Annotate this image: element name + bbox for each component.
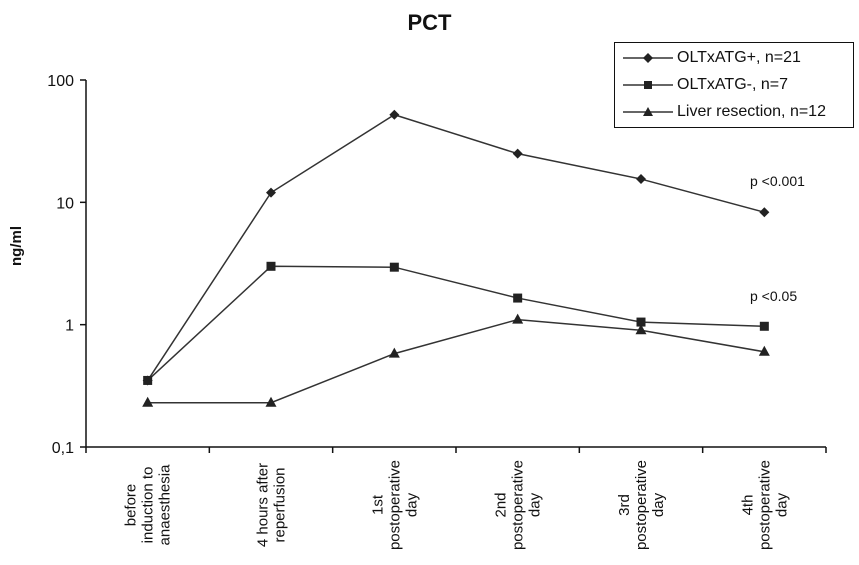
series-3-point (388, 347, 400, 358)
series-3-point (265, 396, 277, 407)
x-tick-label-line: 2nd (493, 492, 510, 517)
series-3-point (758, 345, 770, 356)
series-line-1 (147, 113, 765, 381)
x-tick-label-line: 1st (369, 494, 386, 515)
series-2-point (266, 261, 276, 271)
series-1-point (389, 109, 400, 120)
legend-label-series-1: OLTxATG+, n=21 (677, 49, 801, 66)
series-2-point (759, 321, 769, 331)
x-tick-label: 3rdpostoperativeday (616, 460, 667, 550)
x-tick-label: 1stpostoperativeday (369, 460, 420, 550)
legend-item-series-3: Liver resection, n=12 (623, 99, 826, 125)
y-axis-label: ng/ml (8, 226, 25, 266)
chart-title: PCT (407, 10, 452, 35)
x-tick-label-line: anaesthesia (157, 464, 174, 546)
x-tick-label-line: 4th (739, 495, 756, 516)
x-tick-label-line: postoperative (386, 460, 403, 550)
x-tick-label: 4 hours afterreperfusion (255, 463, 289, 547)
x-tick-label: 4thpostoperativeday (739, 460, 790, 550)
series-3-point (635, 324, 647, 335)
series-line-2 (147, 265, 765, 381)
p-value-annotation-1: p <0.001 (750, 173, 805, 189)
p-value-annotation-2: p <0.05 (750, 288, 798, 304)
triangle-marker-icon (623, 107, 673, 116)
series-2-point (636, 317, 646, 327)
legend-item-series-2: OLTxATG-, n=7 (623, 72, 788, 98)
legend-label-series-3: Liver resection, n=12 (677, 103, 826, 120)
x-tick-label-line: day (403, 492, 420, 517)
series-2-point (389, 262, 399, 272)
x-tick-label-line: induction to (140, 467, 157, 544)
legend: OLTxATG+, n=21 OLTxATG-, n=7 Liver resec… (614, 42, 854, 128)
x-tick-label-line: day (527, 492, 544, 517)
x-tick-label-line: reperfusion (272, 467, 289, 542)
series-1-point (266, 187, 276, 198)
legend-item-series-1: OLTxATG+, n=21 (623, 45, 801, 71)
y-tick-label: 1 (65, 318, 74, 335)
series-3-point (512, 313, 524, 324)
y-tick-label: 0,1 (52, 440, 74, 457)
series-2-point (143, 375, 153, 385)
series-1-point (636, 174, 646, 185)
diamond-marker-icon (623, 53, 673, 63)
square-marker-icon (623, 81, 673, 89)
x-tick-label-line: postoperative (756, 460, 773, 550)
series-2-point (513, 293, 523, 303)
series-3-point (142, 396, 154, 407)
y-tick-label: 10 (56, 195, 74, 212)
x-tick-label-line: day (773, 492, 790, 517)
x-tick-label-line: postoperative (633, 460, 650, 550)
x-tick-label-line: postoperative (510, 460, 527, 550)
series-line-3 (147, 318, 765, 404)
series-1-point (759, 207, 770, 218)
x-tick-label-line: before (123, 484, 140, 527)
y-tick-label: 100 (47, 73, 74, 90)
x-tick-label-line: 3rd (616, 494, 633, 516)
x-tick-label-line: day (650, 492, 667, 517)
x-tick-label: beforeinduction toanaesthesia (123, 464, 174, 546)
legend-label-series-2: OLTxATG-, n=7 (677, 76, 788, 93)
x-tick-label-line: 4 hours after (255, 463, 272, 547)
x-tick-label: 2ndpostoperativeday (493, 460, 544, 550)
series-1-point (512, 148, 523, 159)
